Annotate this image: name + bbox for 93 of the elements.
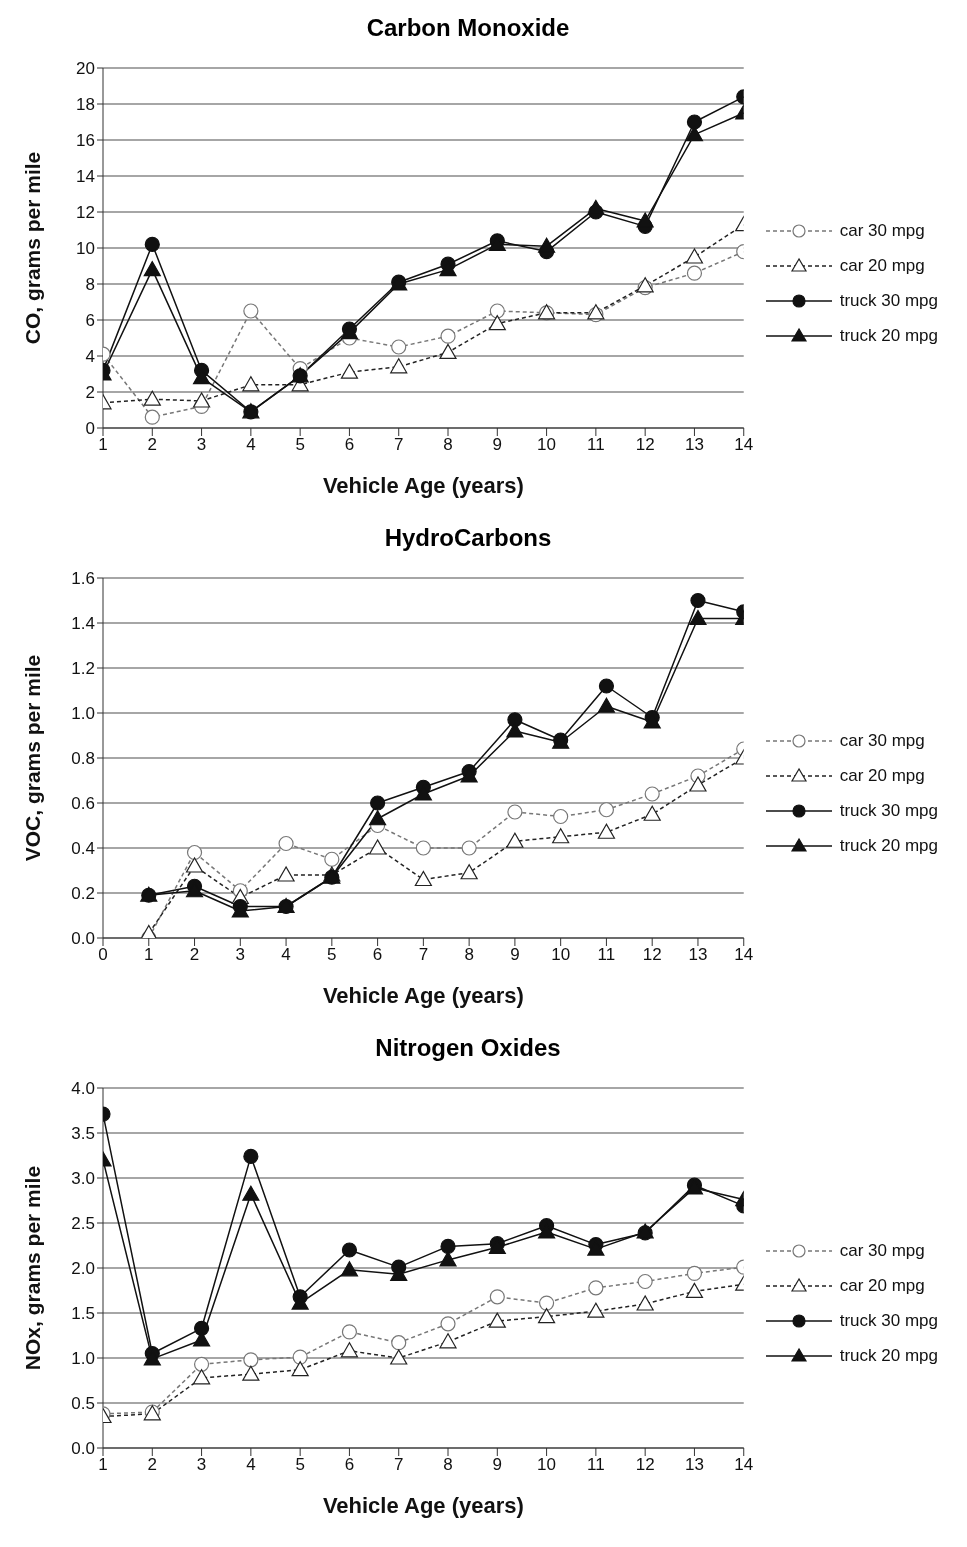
legend-label: car 20 mpg [839, 1275, 925, 1296]
x-tick-label: 7 [393, 435, 404, 455]
y-tick-label: 0.4 [71, 839, 95, 859]
y-tick-label: 0.2 [71, 884, 95, 904]
x-tick-label: 5 [327, 945, 337, 965]
y-tick-label: 0.8 [71, 749, 95, 769]
x-tick-label: 14 [734, 435, 754, 455]
y-tick-label: 0.6 [71, 794, 95, 814]
chart-title: Nitrogen Oxides [374, 1033, 562, 1063]
x-tick-label: 12 [642, 945, 662, 965]
y-tick-label: 4.0 [71, 1079, 95, 1099]
y-tick-label: 1.2 [71, 659, 95, 679]
x-tick-label: 13 [684, 435, 704, 455]
x-tick-label: 10 [537, 435, 557, 455]
y-tick-label: 1.0 [71, 1349, 95, 1369]
y-tick-label: 14 [76, 167, 95, 187]
chart-title: Carbon Monoxide [365, 13, 571, 43]
x-tick-label: 1 [98, 1455, 108, 1475]
x-tick-label: 11 [597, 945, 616, 965]
y-tick-label: 6 [85, 311, 95, 331]
y-axis-title: CO, grams per mile [21, 151, 45, 345]
x-tick-label: 7 [418, 945, 429, 965]
y-tick-label: 1.0 [71, 704, 95, 724]
x-tick-label: 1 [98, 435, 108, 455]
x-tick-label: 9 [492, 435, 503, 455]
x-tick-label: 2 [147, 1455, 158, 1475]
x-axis-title: Vehicle Age (years) [322, 1493, 524, 1518]
y-tick-label: 18 [76, 95, 95, 115]
y-tick-label: 2.0 [71, 1259, 95, 1279]
x-tick-label: 3 [196, 435, 207, 455]
y-tick-label: 1.4 [71, 614, 95, 634]
y-tick-label: 0 [85, 419, 95, 439]
legend-label: car 20 mpg [839, 255, 925, 276]
x-tick-label: 13 [688, 945, 708, 965]
x-axis-title: Vehicle Age (years) [322, 983, 524, 1008]
x-axis-title: Vehicle Age (years) [322, 473, 524, 498]
y-tick-label: 2.5 [71, 1214, 95, 1234]
x-tick-label: 2 [147, 435, 158, 455]
x-tick-label: 3 [196, 1455, 207, 1475]
y-tick-label: 12 [76, 203, 95, 223]
x-tick-label: 7 [393, 1455, 404, 1475]
legend-label: car 30 mpg [839, 220, 925, 241]
y-tick-label: 3.0 [71, 1169, 95, 1189]
x-tick-label: 9 [492, 1455, 503, 1475]
legend-label: truck 30 mpg [839, 1310, 938, 1331]
x-tick-label: 0 [98, 945, 108, 965]
x-tick-label: 8 [443, 435, 453, 455]
x-tick-label: 4 [281, 945, 291, 965]
y-tick-label: 0.0 [71, 1439, 95, 1459]
legend-label: truck 20 mpg [839, 835, 938, 856]
x-tick-label: 4 [246, 435, 256, 455]
x-tick-label: 6 [344, 1455, 355, 1475]
x-tick-label: 14 [734, 1455, 754, 1475]
x-tick-label: 3 [235, 945, 246, 965]
legend-label: truck 30 mpg [839, 290, 938, 311]
legend-label: car 30 mpg [839, 730, 925, 751]
x-tick-label: 12 [635, 1455, 655, 1475]
legend-label: truck 20 mpg [839, 1345, 938, 1366]
x-tick-label: 6 [372, 945, 383, 965]
x-tick-label: 1 [144, 945, 154, 965]
legend-label: car 30 mpg [839, 1240, 925, 1261]
x-tick-label: 10 [537, 1455, 557, 1475]
x-tick-label: 9 [510, 945, 520, 965]
y-tick-label: 1.5 [71, 1304, 95, 1324]
x-tick-label: 8 [443, 1455, 453, 1475]
y-tick-label: 0.5 [71, 1394, 95, 1414]
x-tick-label: 13 [684, 1455, 704, 1475]
y-axis-title: VOC, grams per mile [21, 654, 45, 862]
x-tick-label: 5 [295, 435, 305, 455]
y-tick-label: 20 [76, 59, 95, 79]
y-tick-label: 0.0 [71, 929, 95, 949]
x-tick-label: 6 [344, 435, 355, 455]
x-tick-label: 10 [551, 945, 571, 965]
x-tick-label: 2 [189, 945, 200, 965]
x-tick-label: 12 [635, 435, 655, 455]
x-tick-label: 11 [587, 1455, 605, 1475]
y-tick-label: 16 [76, 131, 95, 151]
y-tick-label: 1.6 [71, 569, 95, 589]
x-tick-label: 5 [295, 1455, 305, 1475]
y-tick-label: 2 [85, 383, 95, 403]
legend-label: car 20 mpg [839, 765, 925, 786]
y-tick-label: 10 [76, 239, 95, 259]
x-tick-label: 11 [587, 435, 605, 455]
chart-title: HydroCarbons [383, 523, 553, 553]
legend-label: truck 20 mpg [839, 325, 938, 346]
y-axis-title: NOx, grams per mile [21, 1165, 45, 1371]
y-tick-label: 3.5 [71, 1124, 95, 1144]
x-tick-label: 8 [464, 945, 474, 965]
y-tick-label: 4 [85, 347, 95, 367]
x-tick-label: 4 [246, 1455, 256, 1475]
y-tick-label: 8 [85, 275, 95, 295]
legend-label: truck 30 mpg [839, 800, 938, 821]
x-tick-label: 14 [734, 945, 754, 965]
